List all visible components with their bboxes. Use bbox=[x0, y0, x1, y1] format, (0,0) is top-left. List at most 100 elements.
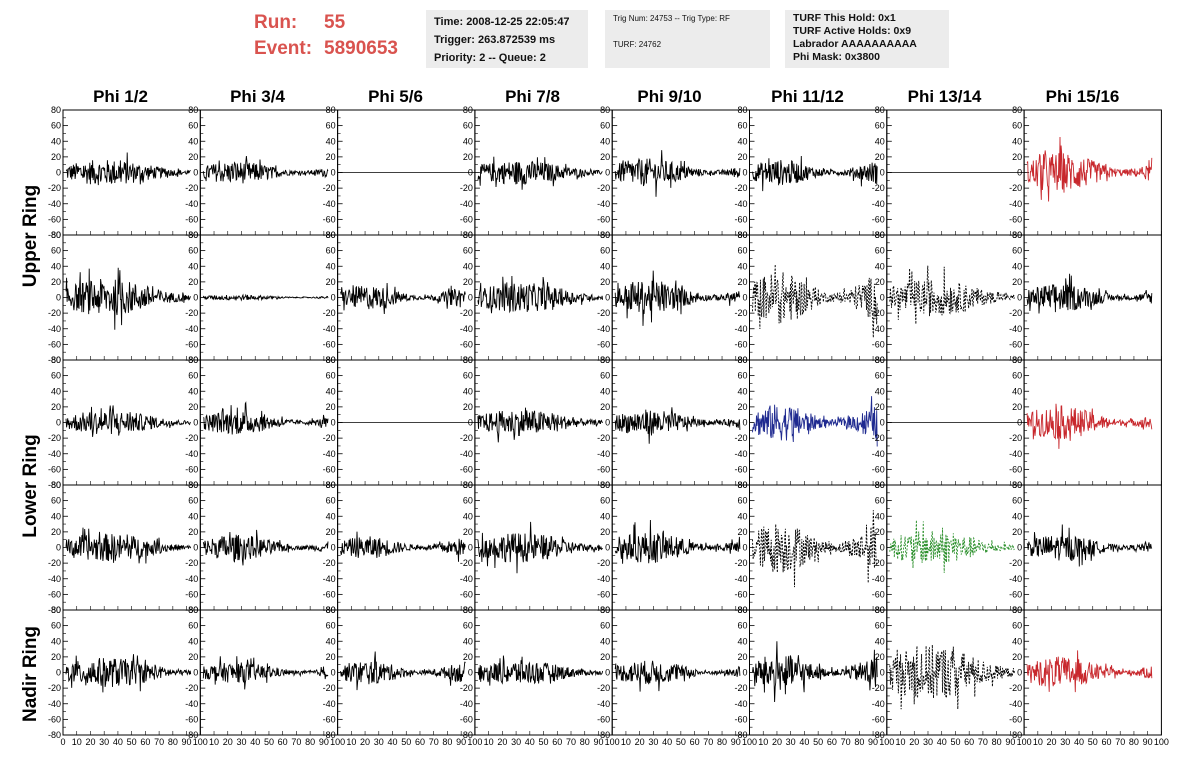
y-tick-label: 60 bbox=[600, 371, 610, 381]
y-tick-label: 40 bbox=[463, 386, 473, 396]
phi-label-11: Phi 11/12 bbox=[771, 87, 844, 106]
waveform-series bbox=[1026, 650, 1153, 693]
waveform-series bbox=[340, 282, 466, 315]
y-tick-label: 20 bbox=[875, 527, 885, 537]
y-tick-label: -60 bbox=[597, 214, 610, 224]
phi-label-5: Phi 5/6 bbox=[368, 87, 423, 106]
y-tick-label: 40 bbox=[463, 261, 473, 271]
x-tick-label: 100 bbox=[1154, 737, 1169, 747]
phi-label-13: Phi 13/14 bbox=[907, 87, 982, 106]
waveform-series bbox=[477, 156, 603, 190]
x-tick-label: 100 bbox=[742, 737, 757, 747]
y-tick-label: 0 bbox=[1017, 293, 1022, 303]
y-tick-label: -60 bbox=[1009, 589, 1022, 599]
y-tick-label: 40 bbox=[600, 136, 610, 146]
x-tick-label: 90 bbox=[182, 737, 192, 747]
y-tick-label: 80 bbox=[51, 105, 61, 115]
y-tick-label: 40 bbox=[1012, 386, 1022, 396]
y-tick-label: 60 bbox=[326, 371, 336, 381]
y-tick-label: 20 bbox=[1012, 527, 1022, 537]
y-tick-label: 20 bbox=[600, 527, 610, 537]
y-tick-label: 60 bbox=[51, 246, 61, 256]
y-tick-label: 80 bbox=[51, 605, 61, 615]
y-tick-label: -20 bbox=[597, 683, 610, 693]
y-tick-label: -20 bbox=[734, 308, 747, 318]
y-tick-label: -40 bbox=[323, 449, 336, 459]
y-tick-label: 40 bbox=[875, 136, 885, 146]
waveform-series bbox=[65, 527, 192, 564]
y-tick-label: 40 bbox=[600, 636, 610, 646]
y-tick-label: 40 bbox=[600, 261, 610, 271]
x-tick-label: 20 bbox=[85, 737, 95, 747]
y-tick-label: 40 bbox=[463, 136, 473, 146]
x-tick-label: 50 bbox=[813, 737, 823, 747]
y-tick-label: 20 bbox=[51, 402, 61, 412]
y-tick-label: 80 bbox=[600, 480, 610, 490]
y-tick-label: 40 bbox=[326, 136, 336, 146]
y-tick-label: -40 bbox=[734, 199, 747, 209]
y-tick-label: -20 bbox=[597, 558, 610, 568]
y-tick-label: 0 bbox=[331, 543, 336, 553]
x-tick-label: 90 bbox=[593, 737, 603, 747]
y-tick-label: 0 bbox=[742, 418, 747, 428]
y-tick-label: -40 bbox=[1009, 449, 1022, 459]
y-tick-label: 20 bbox=[600, 152, 610, 162]
y-tick-label: -20 bbox=[185, 433, 198, 443]
y-tick-label: 80 bbox=[875, 230, 885, 240]
y-tick-label: 20 bbox=[463, 527, 473, 537]
x-tick-label: 10 bbox=[758, 737, 768, 747]
y-tick-label: 20 bbox=[1012, 652, 1022, 662]
x-tick-label: 40 bbox=[113, 737, 123, 747]
y-tick-label: -40 bbox=[460, 449, 473, 459]
y-tick-label: -60 bbox=[872, 339, 885, 349]
y-tick-label: 60 bbox=[463, 121, 473, 131]
y-tick-label: 80 bbox=[51, 355, 61, 365]
y-tick-label: 0 bbox=[193, 543, 198, 553]
x-tick-label: 10 bbox=[621, 737, 631, 747]
x-tick-label: 40 bbox=[1074, 737, 1084, 747]
y-tick-label: 40 bbox=[737, 636, 747, 646]
y-tick-label: 60 bbox=[51, 121, 61, 131]
y-tick-label: -80 bbox=[185, 730, 198, 740]
waveform-series bbox=[203, 401, 329, 435]
x-tick-label: 20 bbox=[635, 737, 645, 747]
y-tick-label: -80 bbox=[734, 730, 747, 740]
y-tick-label: 80 bbox=[600, 355, 610, 365]
x-tick-label: 10 bbox=[346, 737, 356, 747]
y-tick-label: 40 bbox=[737, 261, 747, 271]
waveform-series bbox=[614, 150, 741, 197]
waveform-series bbox=[340, 531, 466, 562]
y-tick-label: 80 bbox=[463, 480, 473, 490]
y-tick-label: 20 bbox=[326, 527, 336, 537]
y-tick-label: 20 bbox=[737, 402, 747, 412]
y-tick-label: 0 bbox=[605, 668, 610, 678]
x-tick-label: 50 bbox=[401, 737, 411, 747]
x-tick-label: 20 bbox=[1047, 737, 1057, 747]
waveform-series bbox=[752, 396, 878, 447]
y-tick-label: 80 bbox=[326, 230, 336, 240]
y-tick-label: -80 bbox=[460, 730, 473, 740]
y-tick-label: -60 bbox=[872, 214, 885, 224]
y-tick-label: -20 bbox=[323, 433, 336, 443]
y-tick-label: -40 bbox=[48, 699, 61, 709]
x-tick-label: 70 bbox=[566, 737, 576, 747]
y-tick-label: -20 bbox=[597, 433, 610, 443]
y-tick-label: -40 bbox=[185, 574, 198, 584]
x-tick-label: 40 bbox=[937, 737, 947, 747]
y-tick-label: 60 bbox=[188, 621, 198, 631]
y-tick-label: -20 bbox=[734, 183, 747, 193]
y-tick-label: 0 bbox=[880, 293, 885, 303]
y-tick-label: 0 bbox=[880, 543, 885, 553]
y-tick-label: -40 bbox=[323, 699, 336, 709]
y-tick-label: -20 bbox=[1009, 308, 1022, 318]
turf-info-box: TURF This Hold: 0x1 TURF Active Holds: 0… bbox=[785, 10, 949, 68]
y-tick-label: -60 bbox=[323, 464, 336, 474]
y-tick-label: 80 bbox=[1012, 480, 1022, 490]
waveform-series bbox=[614, 270, 741, 326]
x-tick-label: 10 bbox=[72, 737, 82, 747]
y-tick-label: 40 bbox=[188, 636, 198, 646]
x-tick-label: 90 bbox=[868, 737, 878, 747]
y-tick-label: 80 bbox=[463, 355, 473, 365]
y-tick-label: -40 bbox=[734, 324, 747, 334]
y-tick-label: -20 bbox=[597, 308, 610, 318]
